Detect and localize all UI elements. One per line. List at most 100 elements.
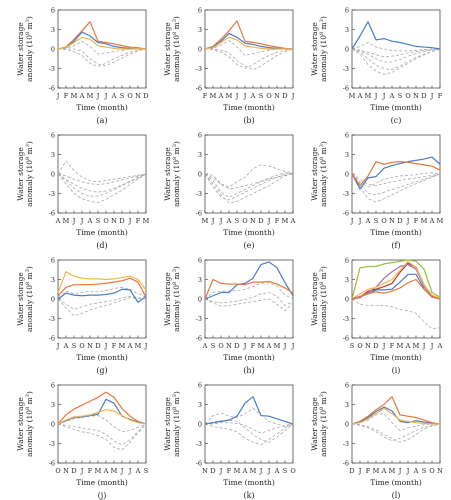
x-tick-label: F: [275, 217, 280, 225]
panel-caption: (g): [96, 366, 107, 375]
series-line: [204, 173, 294, 190]
x-tick-label: M: [111, 467, 118, 475]
x-tick-label: J: [104, 342, 108, 350]
x-tick-label: F: [88, 467, 93, 475]
y-tick-label: 6: [51, 131, 55, 139]
y-tick-label: 6: [51, 381, 55, 389]
series-line: [57, 173, 147, 204]
x-tick-label: A: [381, 467, 387, 475]
series-line: [57, 415, 147, 433]
panel-caption: (j): [98, 491, 107, 500]
x-tick-label: O: [266, 92, 271, 100]
y-tick-label: 6: [198, 256, 202, 264]
y-tick-label: 6: [51, 6, 55, 14]
y-tick-label: -3: [49, 315, 55, 323]
x-tick-label: F: [366, 467, 371, 475]
x-tick-label: J: [56, 92, 60, 100]
y-axis-label: Water storage: [310, 272, 319, 326]
y-axis-label: Water storage: [16, 22, 25, 76]
series-line: [57, 286, 147, 298]
series-line: [57, 277, 147, 298]
x-axis-label: Time (month): [370, 103, 422, 112]
y-tick-label: -6: [49, 209, 55, 217]
x-tick-label: J: [382, 342, 386, 350]
x-tick-label: F: [390, 342, 395, 350]
x-tick-label: N: [135, 92, 141, 100]
x-tick-label: D: [258, 217, 263, 225]
y-axis-label: Water storage: [163, 397, 172, 451]
y-tick-label: 0: [198, 45, 202, 53]
x-tick-label: D: [119, 217, 124, 225]
y-tick-label: 0: [198, 420, 202, 428]
y-tick-label: 3: [345, 151, 349, 159]
x-tick-label: A: [87, 217, 93, 225]
x-tick-label: J: [144, 342, 148, 350]
x-tick-label: J: [406, 217, 410, 225]
series-line: [351, 263, 441, 300]
series-line: [204, 164, 294, 188]
x-tick-label: F: [251, 342, 256, 350]
y-tick-label: 6: [51, 256, 55, 264]
x-tick-label: A: [218, 92, 224, 100]
x-tick-label: D: [397, 217, 402, 225]
x-tick-label: N: [274, 92, 280, 100]
x-tick-label: N: [111, 217, 117, 225]
x-tick-label: F: [112, 342, 117, 350]
x-tick-label: O: [218, 342, 223, 350]
x-tick-label: J: [430, 92, 434, 100]
x-tick-label: F: [414, 217, 419, 225]
plot-frame: [57, 259, 147, 339]
plot-frame: [351, 259, 441, 339]
series-line: [204, 396, 294, 425]
panel-caption: (a): [96, 116, 107, 125]
series-line: [351, 48, 441, 75]
x-tick-label: M: [274, 342, 281, 350]
plot-frame: [204, 134, 294, 214]
series-line: [351, 156, 441, 190]
x-tick-label: N: [437, 467, 443, 475]
y-tick-label: -6: [196, 209, 202, 217]
y-tick-label: 3: [345, 401, 349, 409]
series-line: [351, 423, 441, 443]
x-axis-label: Time (month): [223, 103, 275, 112]
series-line: [204, 407, 294, 428]
x-tick-label: N: [202, 467, 208, 475]
y-tick-label: 3: [51, 276, 55, 284]
x-tick-label: O: [429, 467, 434, 475]
x-axis-label: Time (month): [223, 228, 275, 237]
y-axis-label: Water storage: [163, 147, 172, 201]
series-line: [57, 423, 147, 446]
x-tick-label: N: [226, 342, 232, 350]
y-tick-label: -3: [49, 65, 55, 73]
series-line: [57, 48, 147, 67]
series-line: [57, 288, 147, 303]
x-tick-label: J: [243, 92, 247, 100]
y-tick-label: 3: [198, 151, 202, 159]
x-tick-label: J: [267, 467, 271, 475]
series-line: [351, 278, 441, 300]
y-tick-label: 0: [345, 420, 349, 428]
x-tick-label: S: [283, 467, 287, 475]
y-tick-label: -6: [49, 334, 55, 342]
x-tick-label: J: [358, 467, 362, 475]
series-line: [351, 48, 441, 58]
x-tick-label: M: [413, 342, 420, 350]
x-tick-label: A: [226, 217, 232, 225]
x-tick-label: M: [258, 342, 265, 350]
x-tick-label: D: [421, 92, 426, 100]
y-tick-label: 3: [198, 401, 202, 409]
y-tick-label: 6: [345, 256, 349, 264]
x-tick-label: M: [421, 217, 428, 225]
series-line: [351, 413, 440, 431]
x-tick-label: A: [274, 467, 280, 475]
x-tick-label: S: [422, 467, 426, 475]
panel-caption: (i): [392, 366, 401, 375]
x-tick-label: S: [235, 217, 239, 225]
